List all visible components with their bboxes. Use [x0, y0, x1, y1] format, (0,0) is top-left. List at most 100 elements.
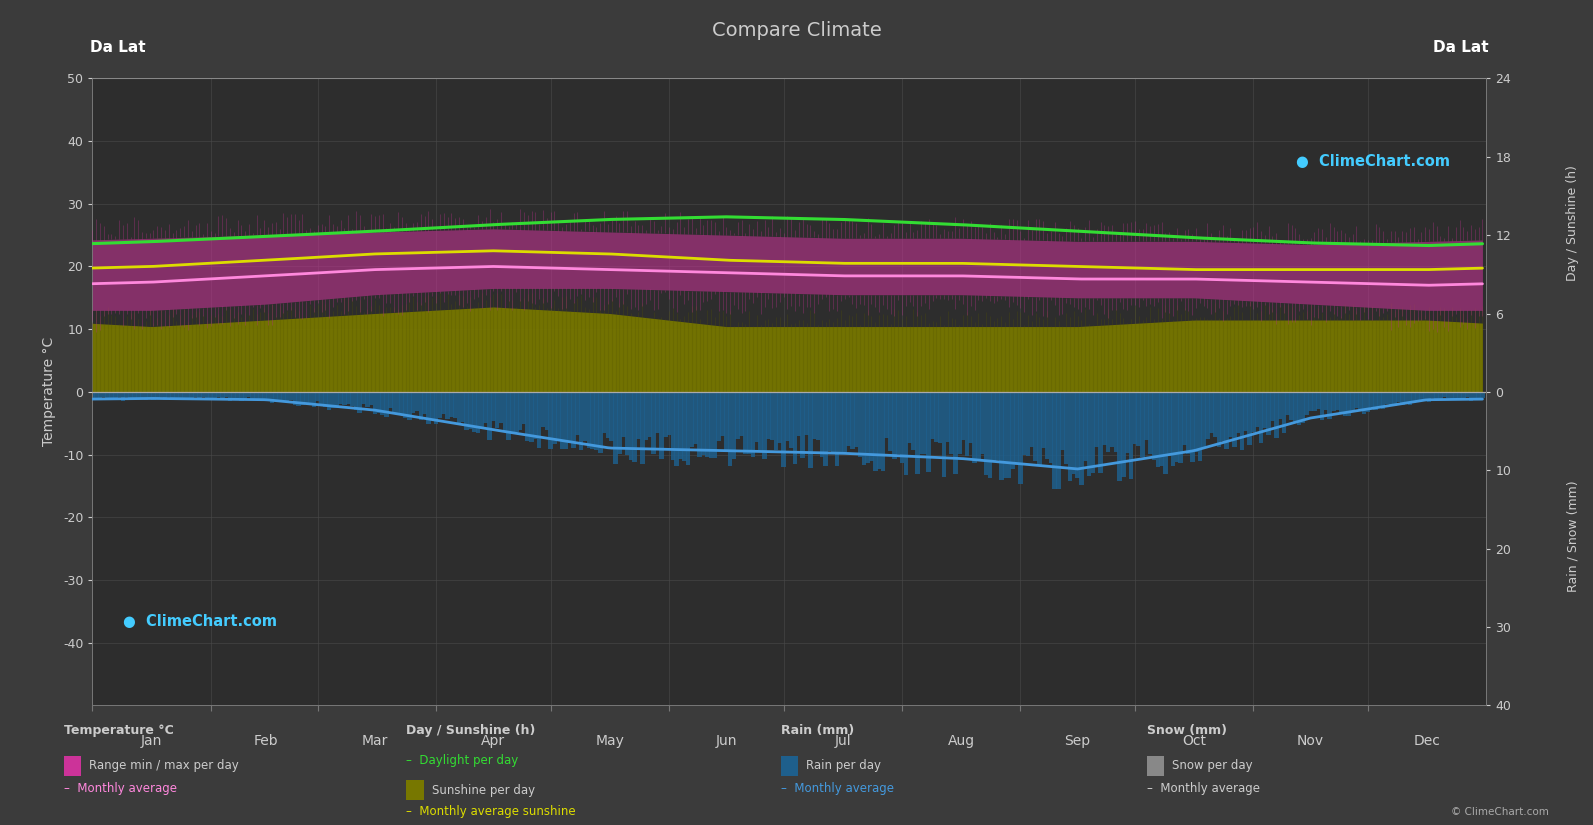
Bar — [876, 392, 881, 469]
Bar — [1294, 392, 1298, 422]
Bar — [193, 392, 198, 397]
Bar — [1045, 392, 1050, 459]
Bar — [162, 392, 167, 400]
Bar — [785, 392, 790, 441]
Bar — [277, 392, 282, 399]
Bar — [804, 392, 809, 435]
Bar — [1048, 392, 1053, 463]
Bar — [1209, 392, 1214, 433]
Bar — [949, 392, 954, 455]
Bar — [1083, 392, 1088, 461]
Bar — [1190, 392, 1195, 462]
Bar — [667, 392, 671, 435]
Bar — [1381, 392, 1386, 409]
Bar — [288, 392, 293, 400]
Bar — [636, 392, 640, 439]
Bar — [911, 392, 916, 450]
Bar — [629, 392, 632, 460]
Bar — [507, 392, 511, 440]
Bar — [545, 392, 550, 430]
Bar — [537, 392, 542, 448]
Bar — [148, 392, 151, 398]
Bar — [988, 392, 992, 478]
Bar — [605, 392, 610, 438]
Bar — [1469, 392, 1474, 402]
Text: May: May — [596, 733, 624, 747]
Bar — [468, 392, 473, 429]
Bar — [1324, 392, 1329, 410]
Bar — [1193, 392, 1198, 452]
Bar — [1286, 392, 1290, 415]
Bar — [110, 392, 113, 399]
Bar — [1187, 392, 1190, 454]
Bar — [1114, 392, 1118, 451]
Text: Sunshine per day: Sunshine per day — [432, 784, 535, 797]
Bar — [155, 392, 159, 398]
Bar — [1231, 392, 1236, 447]
Bar — [464, 392, 468, 431]
Bar — [1026, 392, 1031, 456]
Bar — [170, 392, 175, 398]
Bar — [640, 392, 645, 464]
Bar — [843, 392, 847, 452]
Bar — [350, 392, 354, 406]
Bar — [583, 392, 588, 441]
Bar — [1168, 392, 1171, 455]
Bar — [1450, 392, 1454, 399]
Bar — [687, 392, 690, 465]
Bar — [690, 392, 695, 447]
Bar — [927, 392, 930, 472]
Bar — [258, 392, 263, 401]
Bar — [491, 392, 495, 421]
Bar — [365, 392, 370, 408]
Bar — [977, 392, 981, 459]
Bar — [185, 392, 190, 398]
Bar — [892, 392, 897, 459]
Bar — [1466, 392, 1469, 397]
Bar — [808, 392, 812, 468]
Bar — [712, 392, 717, 458]
Bar — [228, 392, 233, 401]
Bar — [884, 392, 889, 438]
Bar — [1018, 392, 1023, 484]
Bar — [499, 392, 503, 423]
Text: –  Monthly average sunshine: – Monthly average sunshine — [406, 805, 575, 818]
Bar — [534, 392, 538, 440]
Bar — [846, 392, 851, 446]
Bar — [515, 392, 519, 431]
Bar — [824, 392, 828, 465]
Bar — [758, 392, 763, 450]
Bar — [1053, 392, 1058, 489]
Bar — [693, 392, 698, 444]
Bar — [742, 392, 747, 454]
Bar — [777, 392, 782, 443]
Bar — [610, 392, 613, 441]
Text: –  Monthly average: – Monthly average — [781, 782, 894, 795]
Bar — [674, 392, 679, 465]
Bar — [663, 392, 667, 437]
Bar — [159, 392, 164, 397]
Bar — [567, 392, 572, 443]
Bar — [793, 392, 798, 464]
Bar — [717, 392, 722, 441]
Bar — [116, 392, 121, 397]
Bar — [1289, 392, 1294, 420]
Text: –  Monthly average: – Monthly average — [1147, 782, 1260, 795]
Bar — [231, 392, 236, 399]
Bar — [1255, 392, 1260, 427]
Bar — [870, 392, 873, 461]
Bar — [510, 392, 515, 432]
Bar — [446, 392, 449, 418]
Bar — [1308, 392, 1313, 412]
Bar — [274, 392, 279, 400]
Bar — [151, 392, 156, 400]
Bar — [1004, 392, 1007, 478]
Bar — [1171, 392, 1176, 466]
Bar — [460, 392, 465, 422]
Bar — [1270, 392, 1274, 422]
Bar — [1480, 392, 1485, 398]
Bar — [105, 392, 110, 400]
Bar — [315, 392, 320, 402]
Bar — [373, 392, 378, 414]
Bar — [1007, 392, 1012, 478]
